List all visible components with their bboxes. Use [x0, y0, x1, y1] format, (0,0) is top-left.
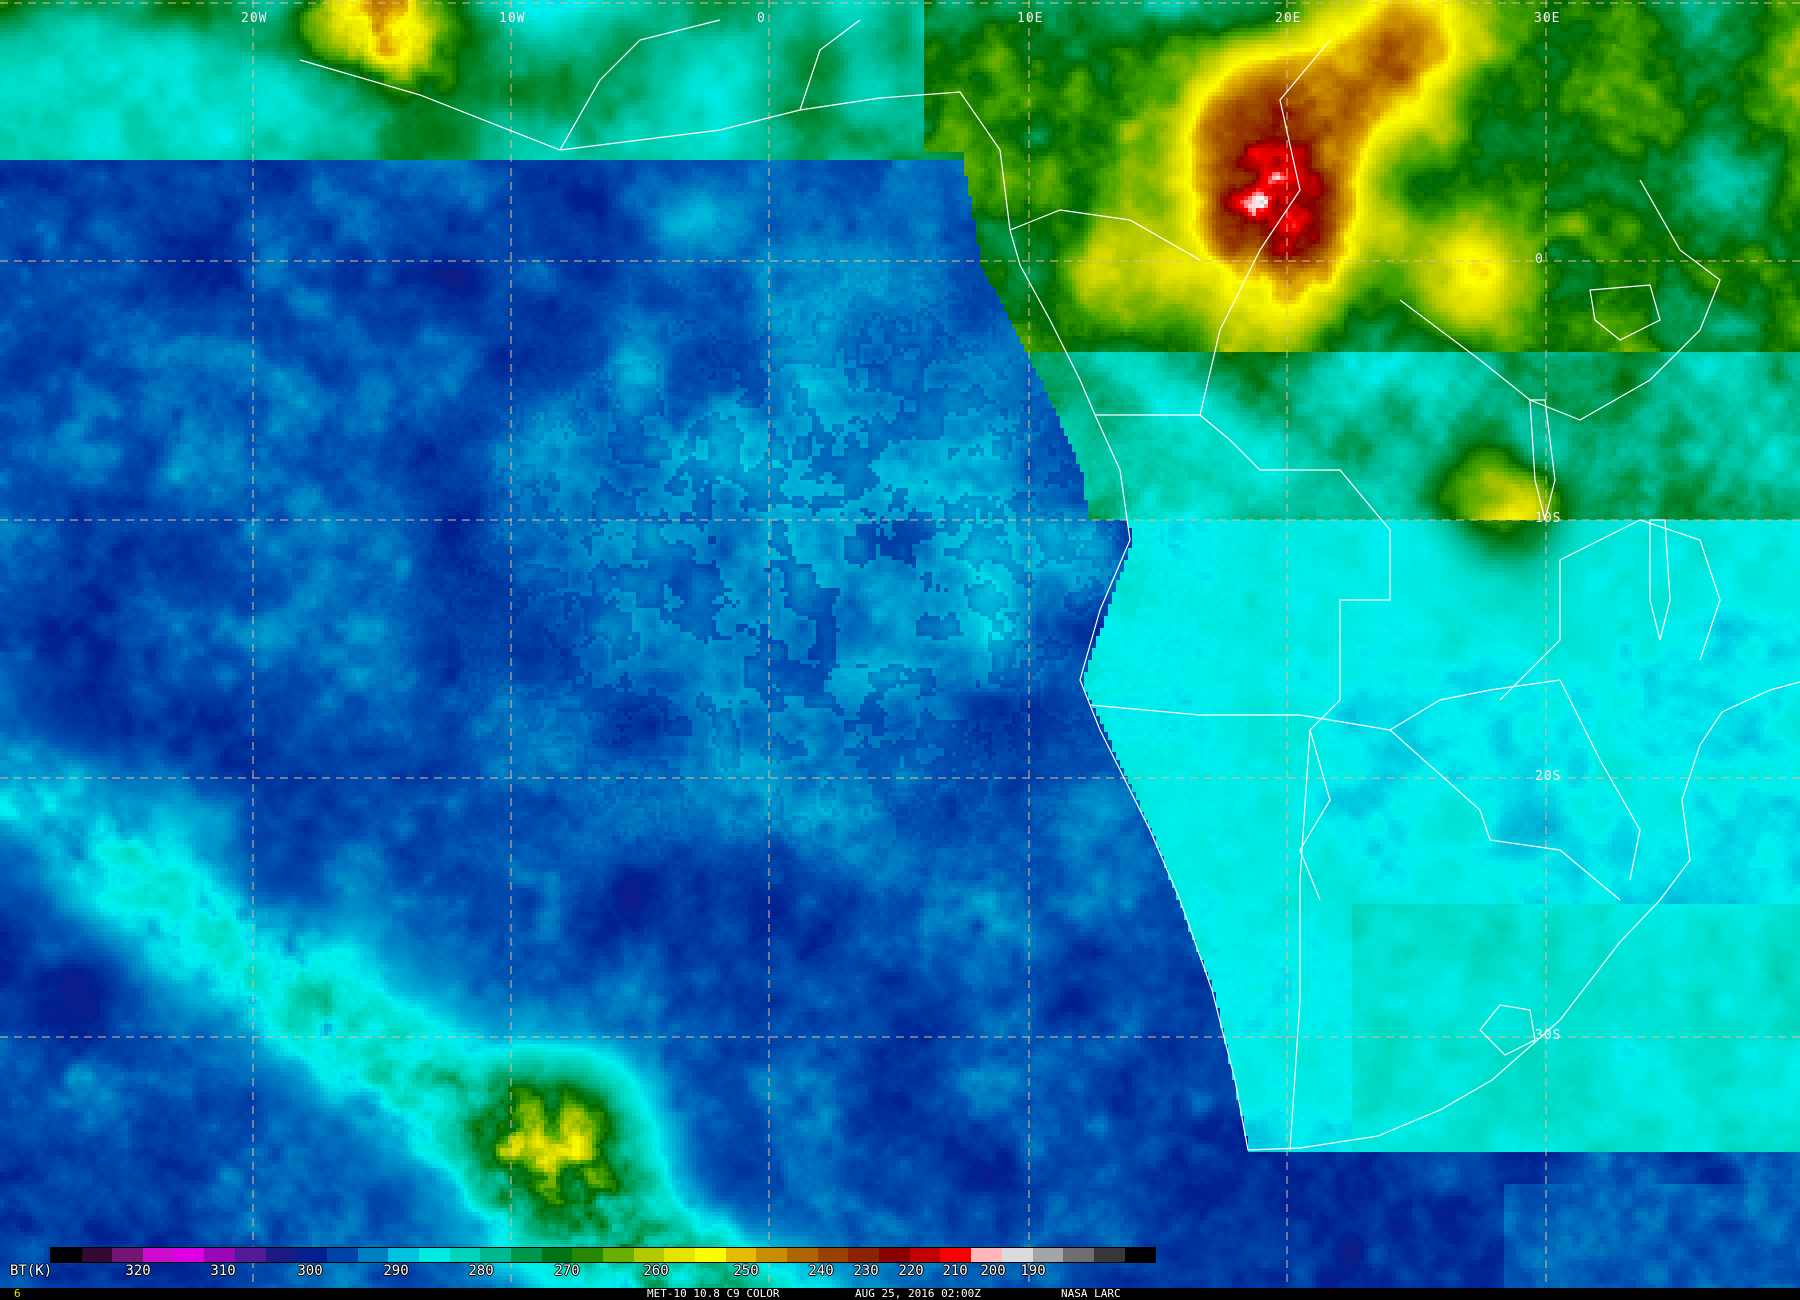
colorbar-cell — [235, 1248, 266, 1262]
colorbar-cell — [633, 1248, 665, 1262]
colorbar-tick-label: 250 — [733, 1263, 759, 1279]
colorbar-tick-label: 190 — [1020, 1263, 1046, 1279]
lesotho-border — [1479, 1004, 1536, 1056]
colorbar-cell — [817, 1248, 849, 1262]
colorbar-tick-label: 300 — [297, 1263, 323, 1279]
colorbar-cell — [419, 1248, 450, 1262]
country-border — [1095, 414, 1391, 901]
colorbar-unit-label: BT(K) — [10, 1263, 53, 1279]
longitude-label: 10W — [499, 11, 526, 26]
datetime-label: AUG 25, 2016 02:00Z — [855, 1287, 981, 1300]
colorbar-cell — [357, 1248, 389, 1262]
colorbar-cell — [1063, 1248, 1094, 1262]
colorbar-tick-label: 210 — [942, 1263, 968, 1279]
colorbar-cell — [204, 1248, 236, 1262]
country-border — [799, 19, 861, 111]
country-border — [1499, 519, 1721, 701]
colorbar-cell — [756, 1248, 788, 1262]
frame-number: 6 — [14, 1287, 21, 1300]
country-border — [1399, 179, 1721, 421]
colorbar-cell — [81, 1248, 113, 1262]
colorbar-tick-label: 230 — [853, 1263, 879, 1279]
latitude-label: 10S — [1535, 511, 1562, 526]
colorbar-cell — [879, 1248, 910, 1262]
country-border — [1199, 39, 1331, 416]
colorbar-cell — [725, 1248, 757, 1262]
colorbar-cell — [603, 1248, 634, 1262]
lake-malawi — [1649, 519, 1671, 641]
colorbar-cell — [51, 1248, 82, 1262]
coastlines-borders — [299, 19, 1800, 1151]
latitude-label: 20S — [1535, 769, 1562, 784]
longitude-label: 20E — [1275, 11, 1302, 26]
colorbar-cell — [940, 1248, 972, 1262]
colorbar-tick-label: 220 — [898, 1263, 924, 1279]
colorbar-tick-label: 290 — [383, 1263, 409, 1279]
country-border — [559, 19, 721, 151]
colorbar-tick-label: 270 — [554, 1263, 580, 1279]
brightness-temperature-colorbar — [50, 1247, 1156, 1263]
colorbar-cell — [265, 1248, 297, 1262]
country-border — [1009, 209, 1201, 261]
colorbar-cell — [909, 1248, 941, 1262]
colorbar-cell — [664, 1248, 696, 1262]
colorbar-cell — [296, 1248, 328, 1262]
colorbar-tick-label: 310 — [210, 1263, 236, 1279]
longitude-label: 30E — [1534, 11, 1561, 26]
country-border — [1089, 679, 1561, 731]
colorbar-cell — [541, 1248, 573, 1262]
colorbar-cell — [1032, 1248, 1064, 1262]
colorbar-cell — [572, 1248, 604, 1262]
latitude-label: 30S — [1535, 1028, 1562, 1043]
country-border — [1389, 729, 1621, 901]
longitude-label: 0 — [757, 11, 766, 26]
colorbar-tick-label: 260 — [643, 1263, 669, 1279]
colorbar-cell — [695, 1248, 726, 1262]
colorbar-cell — [173, 1248, 205, 1262]
colorbar-cell — [143, 1248, 174, 1262]
colorbar-cell — [480, 1248, 512, 1262]
colorbar-cell — [971, 1248, 1002, 1262]
colorbar-tick-label: 200 — [980, 1263, 1006, 1279]
product-label: MET-10 10.8 C9 COLOR — [647, 1287, 780, 1300]
africa-coastline — [299, 59, 1800, 1151]
colorbar-tick-label: 320 — [125, 1263, 151, 1279]
country-border — [1559, 679, 1641, 881]
colorbar-cell — [787, 1248, 818, 1262]
country-border — [1289, 729, 1311, 1151]
colorbar-cell — [112, 1248, 144, 1262]
latitude-label: 0 — [1535, 252, 1544, 267]
colorbar-cell — [511, 1248, 542, 1262]
colorbar-tick-label: 280 — [468, 1263, 494, 1279]
colorbar-cell — [1093, 1248, 1125, 1262]
lake-victoria — [1589, 284, 1661, 341]
colorbar-cell — [327, 1248, 358, 1262]
longitude-label: 10E — [1017, 11, 1044, 26]
colorbar-cell — [449, 1248, 481, 1262]
colorbar-cell — [1001, 1248, 1033, 1262]
source-label: NASA LARC — [1061, 1287, 1121, 1300]
colorbar-tick-label: 240 — [808, 1263, 834, 1279]
colorbar-cell — [388, 1248, 420, 1262]
footer-bar: 6 MET-10 10.8 C9 COLOR AUG 25, 2016 02:0… — [0, 1288, 1800, 1300]
colorbar-cell — [848, 1248, 880, 1262]
colorbar-cell — [1124, 1248, 1156, 1262]
longitude-label: 20W — [241, 11, 268, 26]
lake-tanganyika — [1529, 399, 1556, 521]
